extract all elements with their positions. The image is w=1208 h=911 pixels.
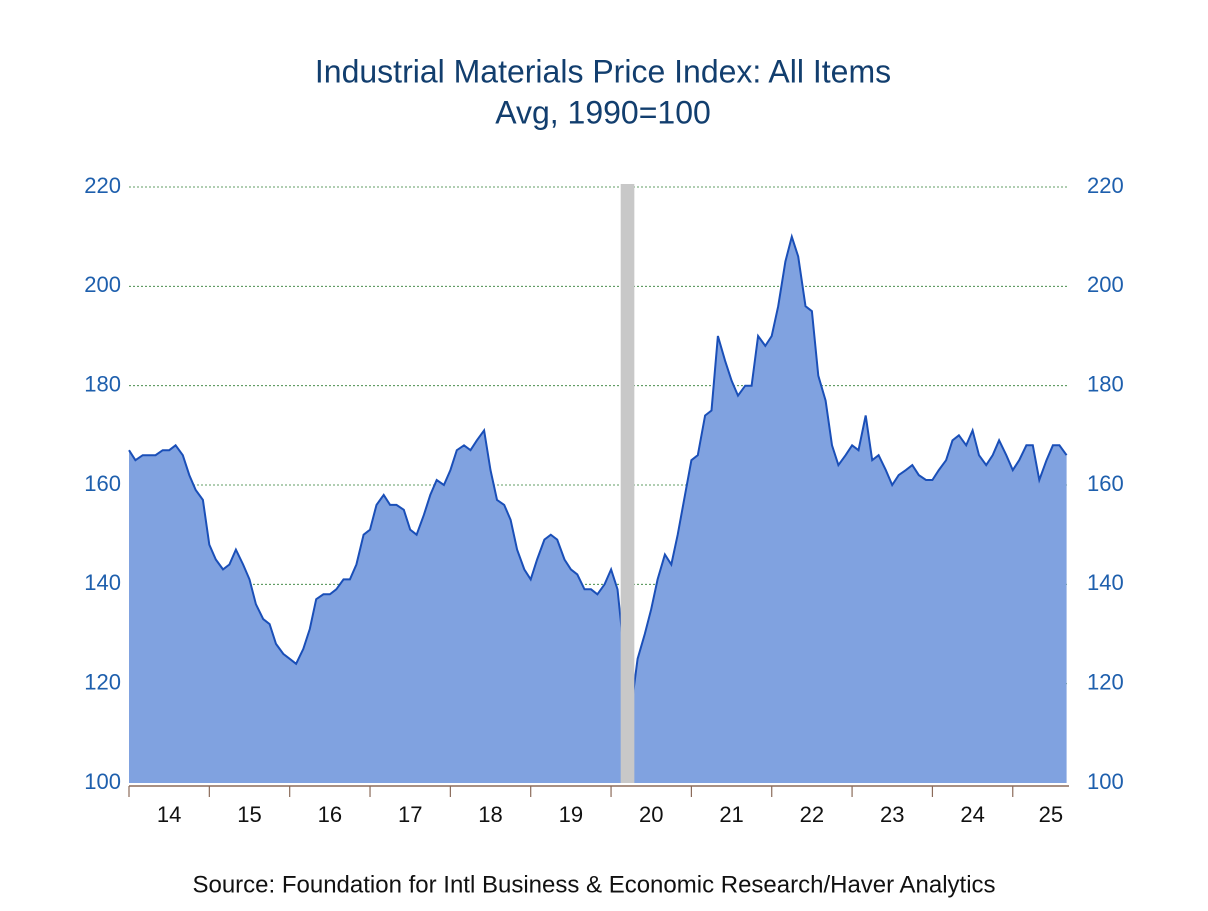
y2-tick-label: 120 <box>1087 669 1124 694</box>
x-tick-label: 25 <box>1039 802 1063 827</box>
y-tick-label: 180 <box>84 371 121 396</box>
y-tick-label: 200 <box>84 272 121 297</box>
x-tick-label: 17 <box>398 802 422 827</box>
series-line <box>128 233 1068 709</box>
chart-subtitle: Avg, 1990=100 <box>495 94 711 130</box>
x-tick-label: 24 <box>960 802 984 827</box>
y-tick-label: 120 <box>84 669 121 694</box>
x-tick-label: 23 <box>880 802 904 827</box>
x-tick-label: 21 <box>719 802 743 827</box>
y-tick-label: 160 <box>84 471 121 496</box>
x-tick-label: 19 <box>559 802 583 827</box>
x-tick-label: 20 <box>639 802 663 827</box>
x-tick-label: 14 <box>157 802 181 827</box>
y2-tick-label: 180 <box>1087 371 1124 396</box>
area-fill <box>129 236 1067 783</box>
y-tick-label: 140 <box>84 570 121 595</box>
x-tick-label: 16 <box>318 802 342 827</box>
x-tick-label: 18 <box>478 802 502 827</box>
recession-shading <box>620 184 635 783</box>
chart-title: Industrial Materials Price Index: All It… <box>315 53 891 89</box>
x-tick-label: 15 <box>237 802 261 827</box>
source-note: Source: Foundation for Intl Business & E… <box>192 871 995 898</box>
y2-tick-label: 200 <box>1087 272 1124 297</box>
y-tick-label: 220 <box>84 173 121 198</box>
x-tick-label: 22 <box>800 802 824 827</box>
y2-tick-label: 140 <box>1087 570 1124 595</box>
y2-tick-label: 160 <box>1087 471 1124 496</box>
y-tick-label: 100 <box>84 769 121 794</box>
y2-tick-label: 220 <box>1087 173 1124 198</box>
y2-tick-label: 100 <box>1087 769 1124 794</box>
